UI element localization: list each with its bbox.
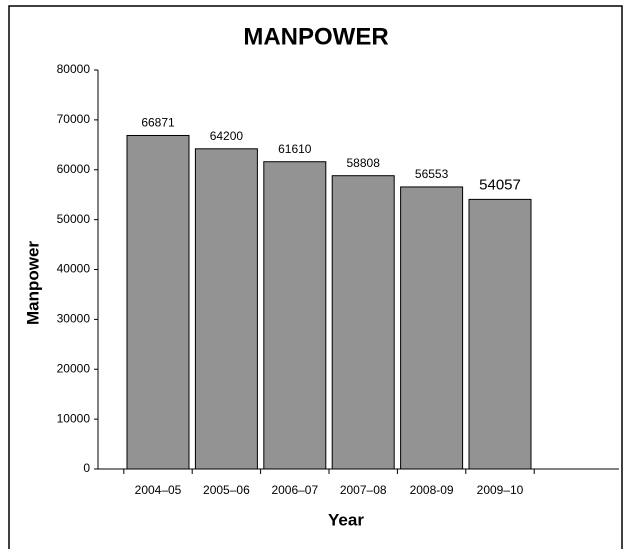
x-axis-label: Year [328,510,364,529]
y-tick-label: 40000 [57,262,91,276]
data-label: 64200 [210,129,244,143]
data-label: 58808 [347,156,381,170]
frame [8,5,623,549]
x-tick-label: 2006–07 [271,483,318,497]
bar [263,161,327,470]
x-tick-label: 2005–06 [203,483,250,497]
bar [331,175,395,470]
data-label: 61610 [278,142,312,156]
y-tick-label: 70000 [57,112,91,126]
y-tick-label: 20000 [57,361,91,375]
bar [468,198,532,470]
y-tick-label: 0 [83,461,90,475]
bar [126,134,190,470]
y-tick-label: 50000 [57,212,91,226]
bar [194,148,258,470]
bar [400,186,464,470]
x-tick-label: 2009–10 [477,483,524,497]
y-tick-label: 80000 [57,62,91,76]
y-tick-label: 10000 [57,411,91,425]
y-tick-label: 30000 [57,312,91,326]
data-label: 54057 [479,176,521,193]
y-tick-label: 60000 [57,162,91,176]
x-tick-label: 2004–05 [135,483,182,497]
x-tick-label: 2008-09 [410,483,454,497]
data-label: 56553 [415,167,449,181]
y-axis-label: Manpower [23,241,42,325]
data-label: 66871 [141,116,175,130]
x-tick-label: 2007–08 [340,483,387,497]
chart-title: MANPOWER [243,23,388,50]
